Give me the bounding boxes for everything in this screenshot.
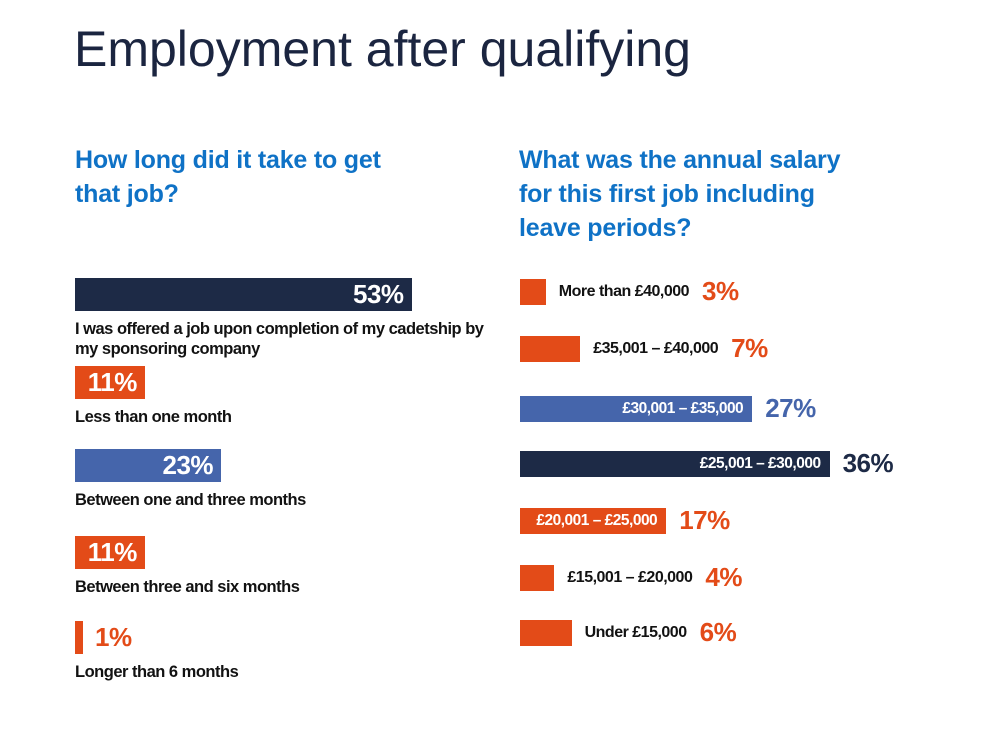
duration-bar-line-2: 23%	[75, 449, 485, 482]
salary-chart-question: What was the annual salary for this firs…	[519, 146, 841, 242]
duration-bar-0: 53%	[75, 278, 412, 311]
salary-bar-3: £25,001 – £30,000	[520, 450, 830, 477]
salary-row-5: £15,001 – £20,000 4%	[520, 562, 742, 593]
duration-row-0: 53% I was offered a job upon completion o…	[75, 278, 485, 359]
duration-bar-line-1: 11%	[75, 366, 485, 399]
salary-row-3: £25,001 – £30,000 36%	[520, 448, 894, 479]
duration-value-label-0: 53%	[353, 279, 404, 309]
salary-row-0: More than £40,000 3%	[520, 276, 739, 307]
salary-category-label-0: More than £40,000	[558, 282, 690, 300]
salary-category-label-5: £15,001 – £20,000	[567, 568, 693, 586]
salary-bar-5	[520, 564, 555, 591]
duration-chart-bars: 53% I was offered a job upon completion o…	[75, 278, 515, 708]
duration-category-label-4: Longer than 6 months	[75, 663, 239, 681]
salary-row-6: Under £15,000 6%	[520, 617, 737, 648]
salary-category-label-4: £20,001 – £25,000	[536, 511, 658, 529]
duration-bar-4	[75, 621, 83, 654]
duration-bar-line-4: 1%	[75, 621, 485, 654]
salary-row-1: £35,001 – £40,000 7%	[520, 333, 768, 364]
duration-bar-2: 23%	[75, 449, 222, 482]
salary-value-label-2: 27%	[765, 393, 816, 423]
duration-value-label-3: 11%	[87, 537, 138, 567]
duration-bar-1: 11%	[75, 366, 145, 399]
duration-value-label-1: 11%	[87, 367, 138, 397]
duration-row-3: 11% Between three and six months	[75, 536, 485, 597]
salary-value-label-6: 6%	[699, 617, 737, 647]
salary-value-label-3: 36%	[842, 448, 894, 478]
salary-value-label-5: 4%	[705, 562, 742, 592]
page-title: Employment after qualifying	[74, 21, 691, 77]
salary-value-label-4: 17%	[679, 505, 730, 535]
salary-bar-6	[520, 619, 572, 646]
salary-category-label-3: £25,001 – £30,000	[699, 454, 821, 472]
duration-bar-3: 11%	[75, 536, 145, 569]
salary-bar-2: £30,001 – £35,000	[520, 395, 753, 422]
salary-chart-bars: More than £40,000 3% £35,001 – £40,000 7% £3…	[520, 276, 980, 676]
duration-category-label-1: Less than one month	[75, 408, 232, 426]
salary-bar-0	[520, 278, 546, 305]
duration-value-label-2: 23%	[162, 450, 214, 480]
duration-chart-question: How long did it take to get that job?	[75, 146, 381, 208]
salary-value-label-0: 3%	[702, 276, 739, 306]
salary-category-label-1: £35,001 – £40,000	[593, 339, 719, 357]
salary-bar-1	[520, 335, 581, 362]
salary-category-label-6: Under £15,000	[584, 623, 688, 641]
salary-row-4: £20,001 – £25,000 17%	[520, 505, 730, 536]
salary-category-label-2: £30,001 – £35,000	[622, 399, 744, 417]
duration-row-4: 1% Longer than 6 months	[75, 621, 485, 682]
duration-bar-line-3: 11%	[75, 536, 485, 569]
salary-row-2: £30,001 – £35,000 27%	[520, 393, 816, 424]
duration-category-label-2: Between one and three months	[75, 491, 306, 509]
salary-bar-4: £20,001 – £25,000	[520, 507, 667, 534]
duration-row-2: 23% Between one and three months	[75, 449, 485, 510]
salary-value-label-1: 7%	[731, 333, 768, 363]
duration-category-label-0: I was offered a job upon completion of m…	[75, 320, 484, 358]
duration-value-label-4: 1%	[95, 622, 132, 652]
duration-row-1: 11% Less than one month	[75, 366, 485, 427]
duration-category-label-3: Between three and six months	[75, 578, 300, 596]
duration-bar-line-0: 53%	[75, 278, 485, 311]
